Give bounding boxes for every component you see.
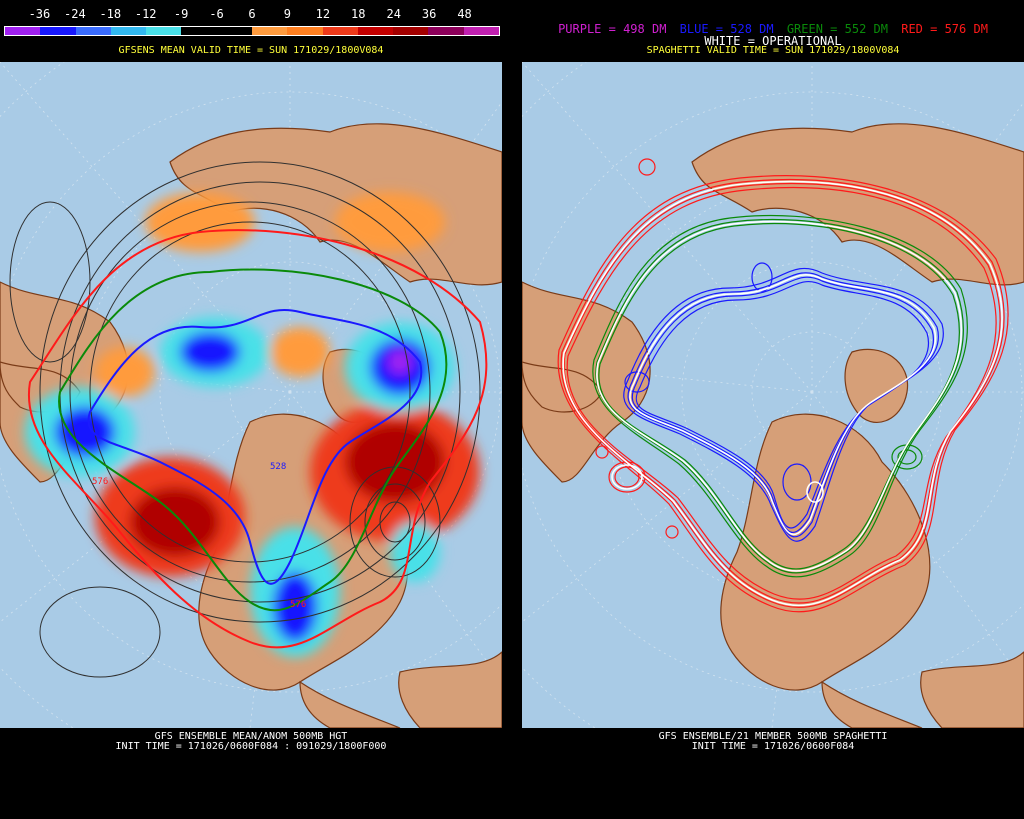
contour-528: [87, 308, 423, 585]
scale-tick-label: 6: [248, 7, 256, 21]
scale-swatch: [40, 27, 76, 35]
neg-anom-arctic-w-core: [180, 332, 240, 372]
scale-swatch: [322, 27, 358, 35]
scale-tick-label: 12: [315, 7, 331, 21]
spaghetti-map-svg: [522, 62, 1024, 728]
scale-swatch: [287, 27, 323, 35]
panel-divider: [502, 0, 522, 819]
neg-anom-north-america-core: [273, 572, 317, 642]
height-contours: [9, 161, 481, 678]
scale-tick-label: 9: [283, 7, 292, 21]
spaghetti-legend: PURPLE = 498 DM BLUE = 528 DM GREEN = 55…: [522, 22, 1024, 36]
scale-swatch: [181, 27, 217, 35]
scale-swatch: [463, 27, 499, 35]
contour-576: [27, 229, 488, 649]
scale-tick-label: -6: [209, 7, 224, 21]
scale-tick-label: 18: [351, 7, 366, 21]
pos-anom-west: [95, 347, 155, 397]
scale-tick-label: 48: [457, 7, 472, 21]
land-south-america: [398, 651, 502, 728]
spaghetti-valid-time: SPAGHETTI VALID TIME = SUN 171029/1800V0…: [646, 45, 900, 56]
anomaly-map: 576 528 576: [0, 62, 502, 728]
scale-tick-label: -36: [28, 7, 51, 21]
anomaly-footer-init: INIT TIME = 171026/0600F084 : 091029/180…: [115, 741, 387, 752]
spaghetti-footer-title: GFS ENSEMBLE/21 MEMBER 500MB SPAGHETTI: [658, 731, 888, 742]
spaghetti-footer: GFS ENSEMBLE/21 MEMBER 500MB SPAGHETTI I…: [522, 732, 1024, 752]
pos-anom-center: [270, 327, 330, 377]
pos-anom-atlantic-core: [345, 422, 445, 502]
contour-label-576-south: 576: [290, 600, 306, 610]
anomaly-map-svg: 576 528 576: [0, 62, 502, 728]
spaghetti-white-operational-576: [562, 180, 1003, 607]
land-greenland: [844, 348, 909, 423]
scale-tick-label: 24: [386, 7, 401, 21]
scale-swatch: [393, 27, 429, 35]
scale-swatch: [251, 27, 288, 35]
scale-tick-label: -24: [64, 7, 86, 21]
legend-green: GREEN = 552 DM: [786, 22, 888, 36]
anomaly-panel: -36 -24 -18 -12 -9 -6 6 9 12 18 24 36 48 GFSENS MEAN…: [0, 0, 502, 819]
spaghetti-panel: PURPLE = 498 DM BLUE = 528 DM GREEN = 55…: [522, 0, 1024, 819]
anomaly-footer-title: GFS ENSEMBLE MEAN/ANOM 500MB HGT: [154, 731, 348, 742]
scale-tick-label: 36: [421, 7, 437, 21]
spaghetti-map: [522, 62, 1024, 728]
neg-anom-asia-core: [55, 407, 115, 457]
pos-anom-siberia: [335, 192, 445, 252]
scale-swatch: [357, 27, 394, 35]
scale-tick-label: -12: [134, 7, 157, 21]
land-north-america: [720, 413, 931, 691]
scale-swatch: [75, 27, 111, 35]
legend-purple: PURPLE = 498 DM: [558, 22, 667, 36]
spaghetti-footer-init: INIT TIME = 171026/0600F084: [691, 741, 855, 752]
scale-swatch: [428, 27, 464, 35]
legend-blue: BLUE = 528 DM: [679, 22, 774, 36]
scale-swatch: [216, 27, 252, 35]
scale-swatches: [4, 26, 500, 36]
anomaly-valid-time: GFSENS MEAN VALID TIME = SUN 171029/1800…: [118, 45, 384, 56]
contour-label-528: 528: [270, 462, 286, 472]
scale-swatch: [5, 27, 41, 35]
legend-red: RED = 576 DM: [901, 22, 988, 36]
contour-552: [58, 268, 448, 612]
scale-swatch: [110, 27, 147, 35]
land-central-america: [821, 680, 923, 728]
scale-tick-label: -18: [99, 7, 122, 21]
scale-tick-label: -9: [173, 7, 189, 21]
land-south-america: [920, 651, 1024, 728]
scale-tick-labels: -36 -24 -18 -12 -9 -6 6 9 12 18 24 36 48: [4, 7, 500, 21]
scale-swatch: [146, 27, 182, 35]
land-eurasia-north: [691, 123, 1024, 286]
highlight-contours: [27, 229, 488, 649]
legend-white: WHITE = OPERATIONAL: [704, 34, 842, 48]
spaghetti-white-operational-528: [629, 274, 937, 535]
anomaly-footer: GFS ENSEMBLE MEAN/ANOM 500MB HGT INIT TI…: [0, 732, 502, 752]
pos-anom-west-pacific-core: [130, 487, 220, 557]
contour-label-576-west: 576: [92, 477, 108, 487]
land-central-america: [299, 680, 401, 728]
anomaly-color-scale: -36 -24 -18 -12 -9 -6 6 9 12 18 24 36 48: [4, 7, 500, 36]
landmasses: [522, 123, 1024, 728]
spaghetti-white-operational-552: [596, 220, 963, 572]
